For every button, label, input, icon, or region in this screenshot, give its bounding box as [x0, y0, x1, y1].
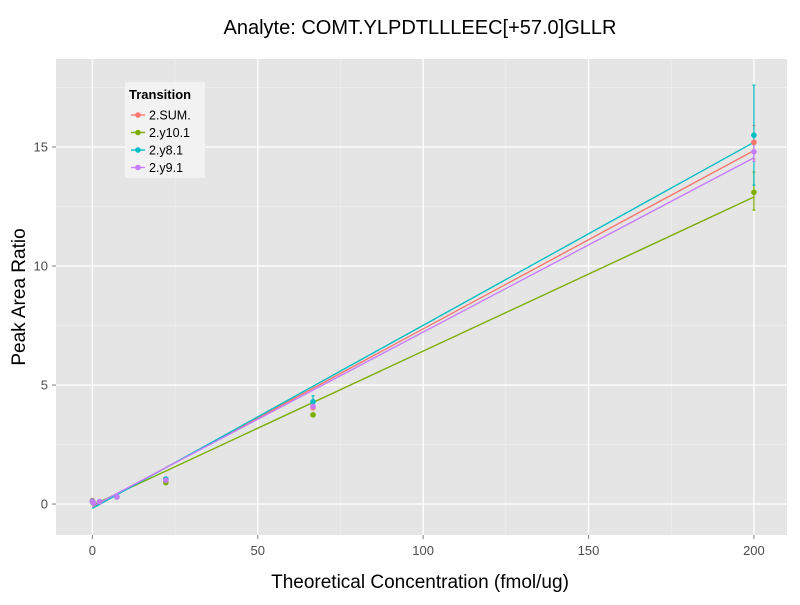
data-point — [163, 477, 169, 484]
legend-label: 2.y9.1 — [149, 161, 183, 175]
fit-line — [92, 141, 755, 509]
legend-key-point — [135, 164, 141, 171]
x-tick-label: 150 — [578, 543, 600, 558]
data-point — [310, 403, 316, 410]
x-tick-label: 100 — [412, 543, 434, 558]
y-axis-label: Peak Area Ratio — [9, 228, 30, 365]
legend-label: 2.SUM. — [149, 109, 191, 123]
fit-lines — [92, 141, 755, 509]
legend-key-point — [135, 129, 141, 136]
axes: 0 50 100 150 200 0 5 10 15 — [34, 140, 765, 558]
x-tick-label: 50 — [251, 543, 265, 558]
y-tick-label: 0 — [41, 497, 48, 512]
data-point — [751, 139, 757, 146]
legend-label: 2.y8.1 — [149, 144, 183, 158]
fit-line — [92, 196, 755, 506]
legend-key-point — [135, 147, 141, 153]
major-gridlines — [56, 59, 787, 535]
data-point — [751, 132, 757, 138]
y-tick-label: 10 — [34, 259, 48, 274]
data-point — [751, 149, 757, 155]
data-points — [89, 132, 757, 506]
x-axis-label: Theoretical Concentration (fmol/ug) — [271, 572, 569, 593]
data-point — [310, 398, 316, 405]
fit-line — [92, 157, 755, 508]
legend-label: 2.y10.1 — [149, 126, 190, 140]
legend-key-point — [135, 112, 141, 118]
y-tick-label: 15 — [34, 140, 48, 155]
x-tick-label: 200 — [743, 543, 765, 558]
x-tick-label: 0 — [89, 543, 96, 558]
data-point — [114, 494, 120, 500]
y-tick-label: 5 — [41, 378, 48, 393]
data-point — [96, 498, 103, 505]
legend: Transition 2.SUM. 2.y10.1 2.y8.1 2.y9.1 — [125, 82, 205, 178]
data-point — [751, 189, 757, 196]
data-point — [90, 500, 97, 506]
chart-title: Analyte: COMT.YLPDTLLLEEC[+57.0]GLLR — [224, 17, 617, 39]
legend-title: Transition — [129, 87, 191, 102]
data-point — [310, 412, 316, 418]
